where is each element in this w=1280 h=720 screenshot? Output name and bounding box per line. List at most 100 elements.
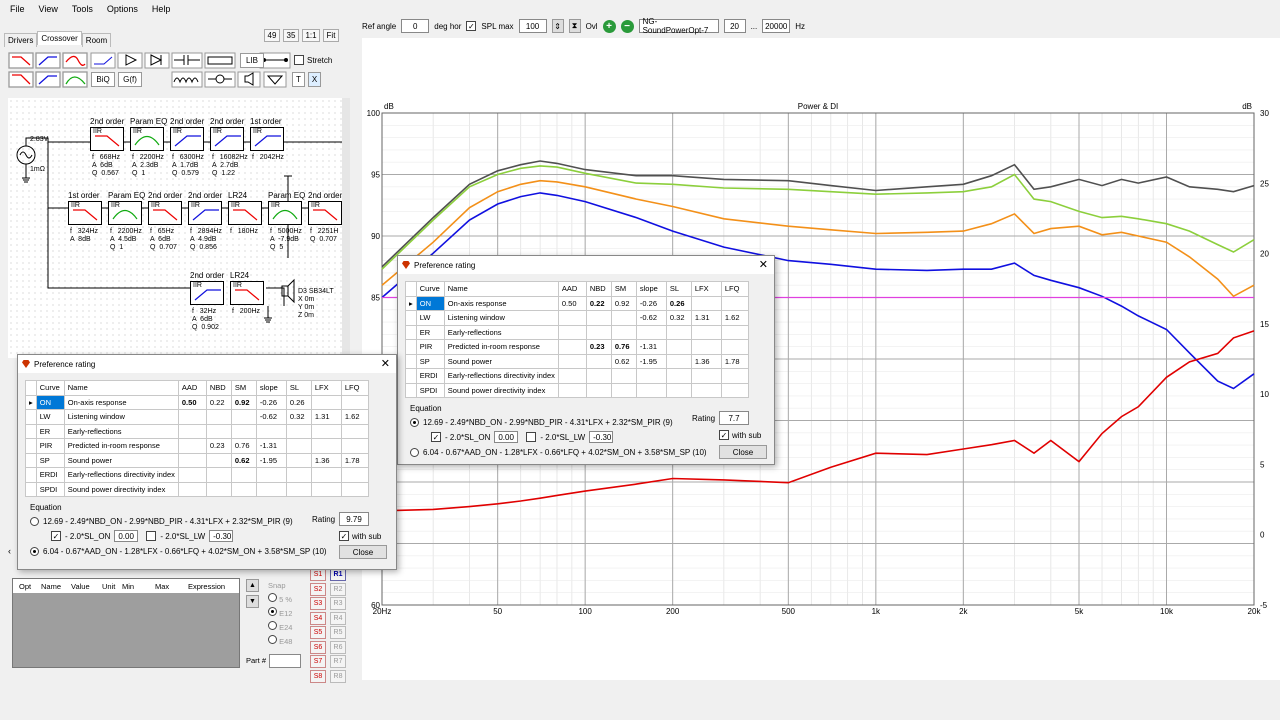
table-row[interactable]: LW Listening window -0.62 0.32 1.31 1.62: [25, 409, 369, 425]
sl-lw-input[interactable]: -0.30: [209, 530, 234, 542]
lib-button[interactable]: LIB: [240, 53, 264, 68]
table-row[interactable]: ER Early-reflections: [405, 324, 749, 340]
sl-lw-checkbox[interactable]: [146, 531, 157, 541]
filter-block[interactable]: IIR: [170, 127, 204, 151]
curve-name-input[interactable]: NG-SoundPowerOpt-7: [638, 17, 719, 35]
s3-button[interactable]: S3: [310, 597, 326, 610]
r2-button[interactable]: R2: [330, 582, 346, 596]
schematic-scrollbar[interactable]: [342, 98, 350, 358]
dialog-1-with-sub[interactable]: ✓ with sub: [339, 531, 381, 541]
table-row[interactable]: SPDI Sound power directivity index: [405, 382, 749, 398]
remove-curve-icon[interactable]: −: [620, 19, 634, 33]
dialog-2-with-sub[interactable]: ✓ with sub: [719, 430, 761, 440]
menu-options[interactable]: Options: [106, 4, 138, 14]
dialog-2-eq2-option[interactable]: 6.04 - 0.67*AAD_ON - 1.28*LFX - 0.66*LFQ…: [410, 448, 707, 457]
table-row[interactable]: ER Early-reflections: [25, 423, 369, 439]
filter-block[interactable]: IIR: [230, 281, 264, 305]
r3-button[interactable]: R3: [330, 597, 346, 610]
snap-e48[interactable]: E48: [268, 635, 292, 649]
filter-block[interactable]: IIR: [108, 201, 142, 225]
r4-button[interactable]: R4: [330, 611, 346, 625]
zoom-49-button[interactable]: 49: [264, 29, 280, 42]
r8-button[interactable]: R8: [330, 669, 346, 683]
optimizer-grid[interactable]: Opt Name Value Unit Min Max Expression: [12, 578, 240, 668]
spl-spin-icon[interactable]: ⇕: [551, 19, 564, 33]
stretch-checkbox[interactable]: [294, 55, 304, 65]
dialog-1-eq1-option[interactable]: 12.69 - 2.49*NBD_ON - 2.99*NBD_PIR - 4.3…: [30, 517, 293, 526]
spl-max-input[interactable]: 100: [518, 19, 547, 33]
biq-button[interactable]: BiQ: [91, 72, 115, 87]
add-curve-icon[interactable]: +: [602, 19, 616, 33]
s4-button[interactable]: S4: [310, 611, 326, 625]
dialog-2-close-icon[interactable]: ✕: [758, 259, 768, 271]
dialog-1-close-icon[interactable]: ✕: [380, 358, 390, 370]
zoom-35-button[interactable]: 35: [283, 29, 299, 42]
f-min-input[interactable]: 20: [723, 19, 746, 33]
filter-block[interactable]: IIR: [268, 201, 302, 225]
sl-on-checkbox[interactable]: ✓: [51, 531, 61, 541]
filter-block[interactable]: IIR: [308, 201, 342, 225]
sl-on-input[interactable]: 0.00: [494, 431, 519, 443]
table-row[interactable]: ERDI Early-reflections directivity index: [405, 368, 749, 384]
gf-button[interactable]: G(f): [118, 72, 142, 87]
menu-help[interactable]: Help: [151, 4, 171, 14]
filter-block[interactable]: IIR: [210, 127, 244, 151]
filter-block[interactable]: IIR: [68, 201, 102, 225]
table-row[interactable]: LW Listening window -0.62 0.32 1.31 1.62: [405, 310, 749, 326]
filter-block[interactable]: IIR: [190, 281, 224, 305]
dialog-1-close-button[interactable]: Close: [339, 545, 387, 559]
menu-view[interactable]: View: [38, 4, 58, 14]
zoom-1-1-button[interactable]: 1:1: [302, 29, 320, 42]
sl-lw-checkbox[interactable]: [526, 432, 537, 442]
spl-max-checkbox[interactable]: ✓: [466, 21, 477, 31]
eq2-radio[interactable]: [30, 547, 39, 556]
dialog-1-table[interactable]: Curve Name AAD NBD SM slope SL LFX LFQ ▸ ON On-axis…: [25, 380, 369, 497]
table-row[interactable]: SPDI Sound power directivity index: [25, 481, 369, 497]
s5-button[interactable]: S5: [310, 626, 326, 639]
r5-button[interactable]: R5: [330, 626, 346, 639]
move-up-icon[interactable]: ▲: [246, 579, 259, 592]
with-sub-checkbox[interactable]: ✓: [719, 430, 729, 440]
table-row[interactable]: ERDI Early-reflections directivity index: [25, 467, 369, 483]
table-row[interactable]: ▸ ON On-axis response 0.50 0.22 0.92 -0.26 0.26: [25, 394, 369, 410]
filter-block[interactable]: IIR: [148, 201, 182, 225]
s7-button[interactable]: S7: [310, 655, 326, 668]
s2-button[interactable]: S2: [310, 582, 326, 596]
table-row[interactable]: SP Sound power 0.62 -1.95 1.36 1.78: [405, 353, 749, 369]
zoom-fit-button[interactable]: Fit: [323, 29, 339, 42]
s1-button[interactable]: S1: [310, 568, 326, 581]
eq1-radio[interactable]: [410, 418, 419, 427]
filter-block[interactable]: IIR: [90, 127, 124, 151]
s8-button[interactable]: S8: [310, 669, 326, 683]
dialog-2-table[interactable]: Curve Name AAD NBD SM slope SL LFX LFQ ▸ ON On-axis…: [405, 281, 749, 398]
filter-block[interactable]: IIR: [250, 127, 284, 151]
tab-crossover[interactable]: Crossover: [37, 31, 82, 45]
table-row[interactable]: SP Sound power 0.62 -1.95 1.36 1.78: [25, 452, 369, 468]
table-row[interactable]: ▸ ON On-axis response 0.50 0.22 0.92 -0.26 0.26: [405, 295, 749, 311]
filter-block[interactable]: IIR: [188, 201, 222, 225]
r7-button[interactable]: R7: [330, 655, 346, 668]
eq2-radio[interactable]: [410, 448, 419, 457]
with-sub-checkbox[interactable]: ✓: [339, 531, 349, 541]
dialog-1-eq2-option[interactable]: 6.04 - 0.67*AAD_ON - 1.28*LFX - 0.66*LFQ…: [30, 547, 327, 556]
sl-on-input[interactable]: 0.00: [114, 530, 139, 542]
ref-angle-input[interactable]: 0: [401, 19, 430, 33]
sl-lw-input[interactable]: -0.30: [589, 431, 614, 443]
dialog-2-eq1-option[interactable]: 12.69 - 2.49*NBD_ON - 2.99*NBD_PIR - 4.3…: [410, 418, 673, 427]
dialog-2-close-button[interactable]: Close: [719, 445, 767, 459]
spl-auto-icon[interactable]: ⧗: [568, 19, 581, 33]
eq1-radio[interactable]: [30, 517, 39, 526]
menu-tools[interactable]: Tools: [71, 4, 93, 14]
t-button[interactable]: T: [292, 72, 305, 87]
move-down-icon[interactable]: ▼: [246, 595, 259, 608]
menu-file[interactable]: File: [10, 4, 25, 14]
filter-block[interactable]: IIR: [228, 201, 262, 225]
scroll-left-icon[interactable]: ‹: [8, 546, 11, 556]
snap-5pct[interactable]: 5 %: [268, 593, 292, 607]
stretch-option[interactable]: Stretch: [294, 55, 332, 65]
s6-button[interactable]: S6: [310, 640, 326, 654]
table-row[interactable]: PIR Predicted in-room response 0.23 0.76 -1.…: [25, 438, 369, 454]
snap-e24[interactable]: E24: [268, 621, 292, 635]
part-number-input[interactable]: [269, 654, 301, 668]
table-row[interactable]: PIR Predicted in-room response 0.23 0.76 -1.…: [405, 339, 749, 355]
